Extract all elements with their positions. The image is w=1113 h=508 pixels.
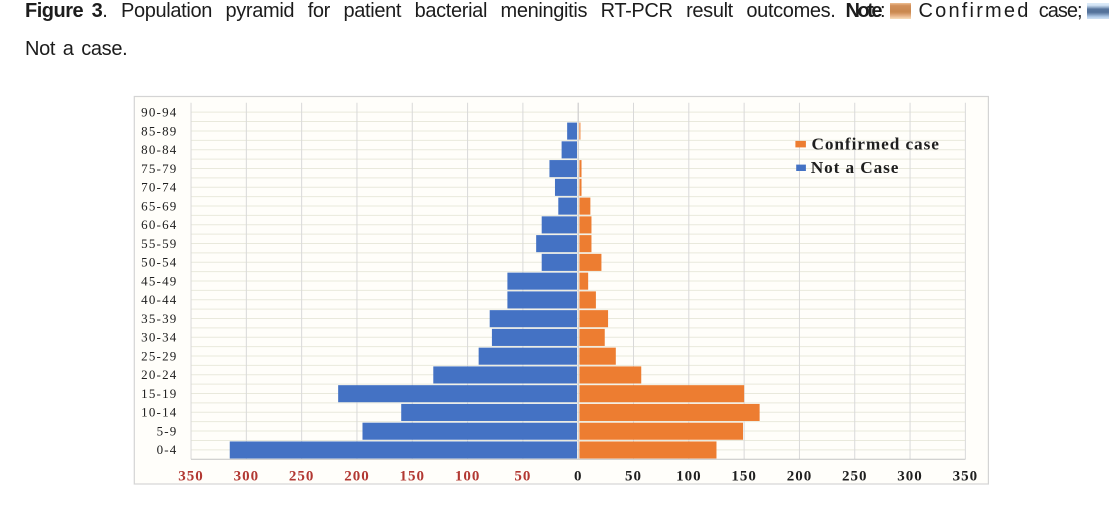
svg-text:40-44: 40-44: [141, 292, 177, 307]
svg-text:350: 350: [953, 468, 979, 484]
svg-text:45-49: 45-49: [141, 273, 177, 288]
svg-text:300: 300: [234, 468, 260, 484]
svg-text:65-69: 65-69: [141, 198, 177, 213]
svg-text:0: 0: [574, 468, 583, 484]
svg-text:80-84: 80-84: [141, 142, 177, 157]
svg-text:100: 100: [676, 468, 702, 484]
svg-text:250: 250: [842, 468, 868, 484]
svg-text:70-74: 70-74: [141, 180, 177, 195]
svg-text:50: 50: [514, 468, 531, 484]
svg-text:85-89: 85-89: [141, 123, 177, 138]
svg-text:250: 250: [289, 468, 315, 484]
svg-text:Confirmed case: Confirmed case: [812, 135, 940, 154]
svg-text:35-39: 35-39: [141, 311, 177, 326]
svg-text:25-29: 25-29: [141, 348, 177, 363]
svg-text:350: 350: [178, 468, 204, 484]
svg-text:30-34: 30-34: [141, 330, 177, 345]
svg-text:0-4: 0-4: [157, 442, 178, 457]
svg-text:60-64: 60-64: [141, 217, 177, 232]
svg-text:100: 100: [455, 468, 481, 484]
svg-text:200: 200: [344, 468, 370, 484]
svg-text:75-79: 75-79: [141, 161, 177, 176]
svg-text:15-19: 15-19: [141, 386, 177, 401]
svg-text:50-54: 50-54: [141, 255, 177, 270]
svg-text:20-24: 20-24: [141, 367, 177, 382]
svg-text:5-9: 5-9: [157, 423, 178, 438]
svg-text:200: 200: [787, 468, 813, 484]
svg-text:55-59: 55-59: [141, 236, 177, 251]
svg-text:10-14: 10-14: [141, 405, 177, 420]
svg-text:150: 150: [400, 468, 426, 484]
svg-text:Not a Case: Not a Case: [811, 158, 900, 177]
svg-text:150: 150: [731, 468, 757, 484]
svg-text:90-94: 90-94: [141, 105, 177, 120]
svg-text:300: 300: [897, 468, 923, 484]
svg-text:50: 50: [625, 468, 642, 484]
